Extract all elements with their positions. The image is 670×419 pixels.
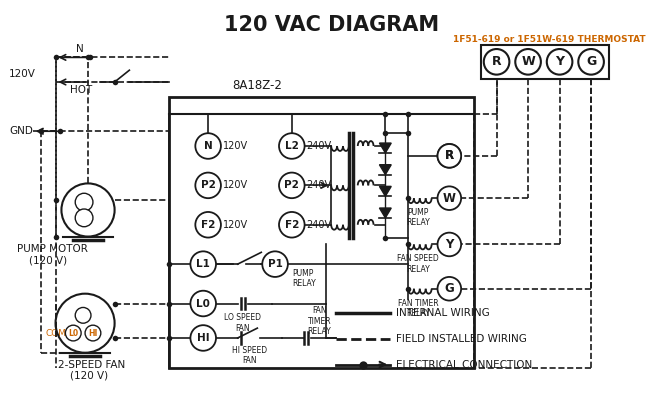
Text: FAN TIMER
RELAY: FAN TIMER RELAY bbox=[397, 299, 438, 318]
Text: PUMP
RELAY: PUMP RELAY bbox=[292, 269, 316, 288]
Text: COM: COM bbox=[46, 328, 67, 338]
Polygon shape bbox=[379, 186, 391, 196]
Circle shape bbox=[262, 251, 288, 277]
Text: 1F51-619 or 1F51W-619 THERMOSTAT: 1F51-619 or 1F51W-619 THERMOSTAT bbox=[454, 35, 646, 44]
Text: R: R bbox=[445, 149, 454, 162]
Bar bbox=[169, 97, 474, 367]
Circle shape bbox=[190, 251, 216, 277]
Text: 120V: 120V bbox=[223, 181, 248, 190]
Polygon shape bbox=[379, 165, 391, 175]
Text: FAN
TIMER
RELAY: FAN TIMER RELAY bbox=[308, 306, 331, 336]
Circle shape bbox=[196, 133, 221, 159]
Circle shape bbox=[85, 325, 100, 341]
Circle shape bbox=[279, 212, 305, 238]
Circle shape bbox=[438, 144, 461, 168]
Circle shape bbox=[196, 212, 221, 238]
Text: FIELD INSTALLED WIRING: FIELD INSTALLED WIRING bbox=[396, 334, 527, 344]
Circle shape bbox=[190, 291, 216, 316]
Circle shape bbox=[438, 144, 461, 168]
Text: 240V: 240V bbox=[307, 141, 332, 151]
Text: 8A18Z-2: 8A18Z-2 bbox=[232, 79, 282, 92]
Polygon shape bbox=[379, 143, 391, 153]
Text: P2: P2 bbox=[284, 181, 299, 190]
Text: N: N bbox=[76, 44, 84, 54]
Text: (120 V): (120 V) bbox=[70, 370, 109, 380]
Text: FAN SPEED
RELAY: FAN SPEED RELAY bbox=[397, 254, 439, 274]
Text: R: R bbox=[492, 55, 501, 68]
Text: HI: HI bbox=[197, 333, 210, 343]
Text: LO SPEED
FAN: LO SPEED FAN bbox=[224, 313, 261, 333]
Text: Y: Y bbox=[445, 238, 454, 251]
Text: 240V: 240V bbox=[307, 181, 332, 190]
Text: W: W bbox=[443, 191, 456, 204]
Circle shape bbox=[438, 233, 461, 256]
Circle shape bbox=[515, 49, 541, 75]
Circle shape bbox=[279, 133, 305, 159]
Text: L0: L0 bbox=[68, 328, 78, 338]
Text: 2-SPEED FAN: 2-SPEED FAN bbox=[58, 360, 125, 370]
Circle shape bbox=[75, 209, 93, 227]
Text: (120 V): (120 V) bbox=[29, 255, 67, 265]
Circle shape bbox=[75, 308, 91, 323]
Text: G: G bbox=[586, 55, 596, 68]
Text: G: G bbox=[444, 282, 454, 295]
Text: N: N bbox=[204, 141, 212, 151]
Text: L1: L1 bbox=[196, 259, 210, 269]
Circle shape bbox=[438, 186, 461, 210]
Text: 120V: 120V bbox=[9, 69, 36, 79]
Text: HI SPEED
FAN: HI SPEED FAN bbox=[232, 346, 267, 365]
Text: F2: F2 bbox=[201, 220, 215, 230]
Circle shape bbox=[279, 173, 305, 198]
Circle shape bbox=[547, 49, 572, 75]
Text: 120V: 120V bbox=[223, 220, 248, 230]
Text: PUMP MOTOR: PUMP MOTOR bbox=[17, 244, 88, 254]
Text: P2: P2 bbox=[201, 181, 216, 190]
Text: F2: F2 bbox=[285, 220, 299, 230]
Text: HOT: HOT bbox=[70, 85, 92, 95]
Text: 120 VAC DIAGRAM: 120 VAC DIAGRAM bbox=[224, 15, 439, 35]
Bar bbox=[481, 44, 609, 79]
Circle shape bbox=[438, 277, 461, 300]
Text: W: W bbox=[521, 55, 535, 68]
Text: 240V: 240V bbox=[307, 220, 332, 230]
Polygon shape bbox=[379, 208, 391, 218]
Circle shape bbox=[578, 49, 604, 75]
Text: GND: GND bbox=[9, 126, 33, 136]
Circle shape bbox=[190, 325, 216, 351]
Circle shape bbox=[484, 49, 509, 75]
Text: P1: P1 bbox=[267, 259, 283, 269]
Text: INTERNAL WIRING: INTERNAL WIRING bbox=[396, 308, 490, 318]
Text: R: R bbox=[445, 149, 454, 162]
Circle shape bbox=[196, 173, 221, 198]
Text: ELECTRICAL CONNECTION: ELECTRICAL CONNECTION bbox=[396, 360, 533, 370]
Text: HI: HI bbox=[88, 328, 98, 338]
Circle shape bbox=[66, 325, 81, 341]
Text: 120V: 120V bbox=[223, 141, 248, 151]
Text: L0: L0 bbox=[196, 298, 210, 308]
Circle shape bbox=[75, 193, 93, 211]
Text: L2: L2 bbox=[285, 141, 299, 151]
Text: Y: Y bbox=[555, 55, 564, 68]
Text: PUMP
RELAY: PUMP RELAY bbox=[406, 208, 429, 228]
